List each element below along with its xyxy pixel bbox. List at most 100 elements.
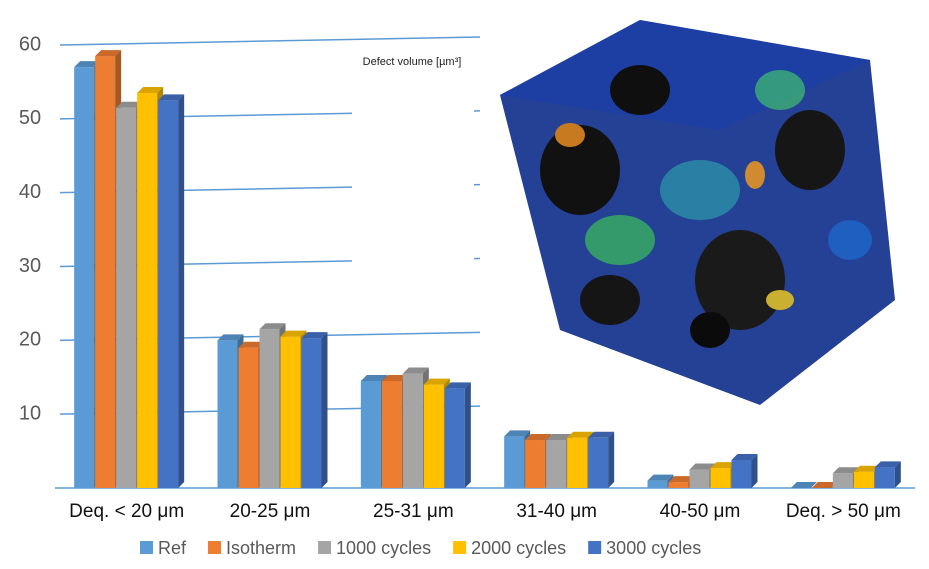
legend-label: Isotherm xyxy=(226,538,296,558)
bar-top xyxy=(710,462,737,469)
bar-side xyxy=(894,461,901,488)
bar-top xyxy=(217,334,244,341)
bar-front xyxy=(504,436,525,488)
legend-swatch xyxy=(140,541,153,554)
legend-swatch xyxy=(588,541,602,554)
bar-front xyxy=(402,373,423,488)
bar-top xyxy=(95,50,122,57)
bar-front xyxy=(689,469,710,488)
bar-front xyxy=(853,471,874,488)
bar-front xyxy=(731,459,752,488)
bar-top xyxy=(238,341,265,348)
bar-top xyxy=(668,476,695,483)
bar-front xyxy=(381,380,402,488)
bar-top xyxy=(811,482,838,488)
bar-top xyxy=(731,453,758,460)
bar-side xyxy=(178,94,185,488)
tomography-image xyxy=(500,20,895,405)
y-tick-label: 60 xyxy=(19,33,41,55)
y-tick-label: 50 xyxy=(19,107,41,129)
grid-line xyxy=(59,36,481,46)
bar-side xyxy=(751,453,758,488)
bar-top xyxy=(402,367,429,374)
legend-label: Ref xyxy=(158,538,187,558)
x-tick-label: Deq. < 20 μm xyxy=(69,501,184,522)
colorbar-title: Defect volume [µm³] xyxy=(363,56,462,68)
bar-side xyxy=(464,382,471,488)
y-tick-label: 10 xyxy=(19,402,41,424)
legend-label: 2000 cycles xyxy=(471,538,566,558)
bar-top xyxy=(259,323,286,330)
bar-top xyxy=(832,467,859,474)
y-tick-label: 40 xyxy=(19,181,41,203)
bar-top xyxy=(360,374,387,381)
bar-top xyxy=(790,482,817,488)
bar-front xyxy=(301,338,322,488)
bar-front xyxy=(217,340,238,488)
bar xyxy=(874,461,901,488)
bar-top xyxy=(588,431,615,438)
bar xyxy=(444,382,471,488)
legend-swatch xyxy=(208,541,222,554)
bar-front xyxy=(360,380,381,488)
bar-front xyxy=(647,480,668,488)
bar-top xyxy=(423,378,450,385)
bar-top xyxy=(280,330,307,337)
bar-front xyxy=(259,329,280,488)
bar xyxy=(546,434,573,488)
bar-front xyxy=(546,440,567,488)
bar-top xyxy=(525,434,552,441)
x-tick-label: 20-25 μm xyxy=(230,501,311,522)
bar-front xyxy=(280,336,301,488)
bar-front xyxy=(238,347,259,488)
bar xyxy=(731,453,758,488)
bar-front xyxy=(567,437,588,488)
y-tick-label: 30 xyxy=(19,255,41,277)
bar-front xyxy=(832,473,853,488)
bar-front xyxy=(137,92,158,488)
bar-front xyxy=(588,437,609,488)
bar-front xyxy=(95,56,116,488)
bar-top xyxy=(567,431,594,438)
bar-top xyxy=(853,465,880,472)
bar-top xyxy=(546,434,573,441)
y-tick-label: 20 xyxy=(19,329,41,351)
legend-swatch xyxy=(453,541,467,554)
x-tick-label: Deq. > 50 μm xyxy=(786,501,901,522)
bar-side xyxy=(321,332,328,488)
legend-label: 3000 cycles xyxy=(606,538,701,558)
bar-top xyxy=(381,374,408,381)
bar-front xyxy=(874,467,895,488)
x-tick-label: 25-31 μm xyxy=(373,501,454,522)
legend-swatch xyxy=(318,541,332,554)
x-tick-label: 31-40 μm xyxy=(516,501,597,522)
bar-front xyxy=(710,468,731,488)
bar-top xyxy=(689,463,716,470)
bar-front xyxy=(444,388,465,488)
bar xyxy=(158,94,185,488)
bar-front xyxy=(74,67,95,489)
bar-top xyxy=(504,430,531,437)
bar xyxy=(588,431,615,488)
bar-top xyxy=(301,332,328,339)
bar-top xyxy=(647,474,674,481)
colorbar-background xyxy=(352,50,474,320)
bar-side xyxy=(608,431,615,488)
bar-front xyxy=(423,384,444,488)
bar-top xyxy=(137,86,164,93)
legend-label: 1000 cycles xyxy=(336,538,431,558)
bar-front xyxy=(158,100,179,488)
bar-front xyxy=(525,440,546,488)
bar xyxy=(790,482,817,488)
bar xyxy=(301,332,328,488)
bar xyxy=(811,482,838,488)
x-tick-label: 40-50 μm xyxy=(660,501,741,522)
bar-top xyxy=(116,101,143,108)
bar-top xyxy=(74,61,101,68)
bar-top xyxy=(158,94,185,101)
bar-top xyxy=(444,382,471,389)
bar-top xyxy=(874,461,901,468)
bar-front xyxy=(116,107,137,488)
bar-front xyxy=(668,482,689,488)
